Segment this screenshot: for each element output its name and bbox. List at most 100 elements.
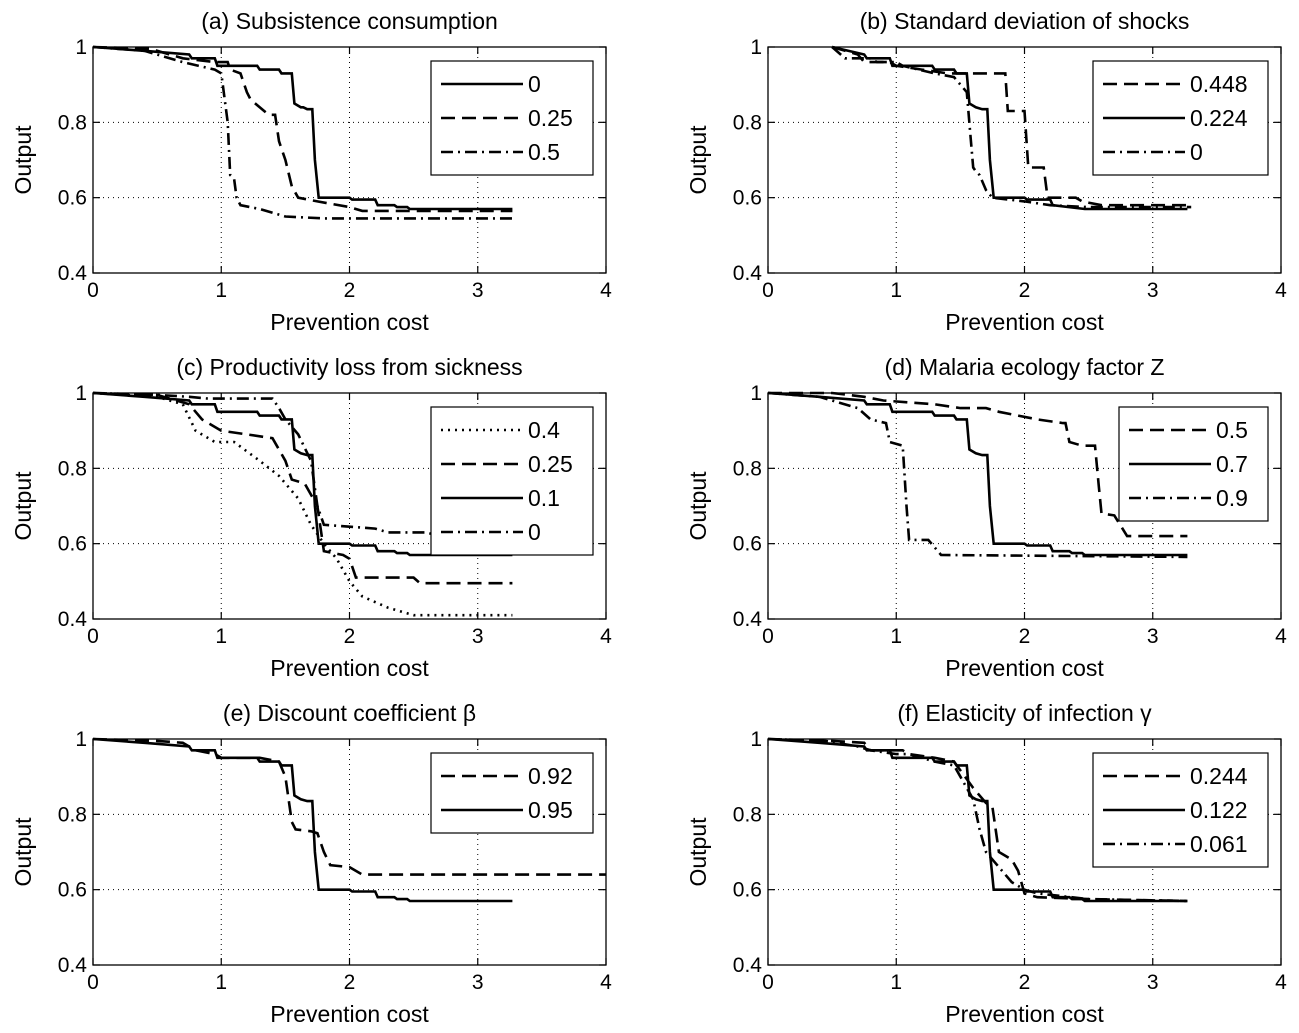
chart-title: (b) Standard deviation of shocks [860, 8, 1190, 34]
legend: 0.448 0.224 0 [1092, 60, 1269, 176]
legend-label: 0 [1190, 139, 1203, 165]
series-line-1 [768, 391, 1188, 557]
y-tick-label: 0.8 [58, 803, 87, 826]
legend-label: 0.9 [1216, 485, 1248, 511]
x-axis-label: Prevention cost [945, 655, 1104, 681]
legend-label: 0.448 [1190, 71, 1248, 97]
series-line-1 [768, 737, 1188, 903]
x-tick-label: 0 [762, 625, 774, 648]
y-tick-label: 0.4 [733, 954, 763, 977]
legend-label: 0.4 [528, 417, 560, 443]
x-tick-label: 1 [890, 279, 902, 302]
x-axis-label: Prevention cost [945, 1001, 1104, 1027]
y-tick-label: 0.4 [733, 262, 763, 285]
x-tick-label: 2 [1019, 625, 1031, 648]
x-tick-label: 1 [215, 279, 227, 302]
legend-label: 0.92 [528, 763, 573, 789]
series-line-2 [768, 737, 1188, 903]
series-line-0 [831, 45, 1192, 207]
chart-title: (f) Elasticity of infection γ [897, 700, 1152, 726]
legend: 0.244 0.122 0.061 [1092, 752, 1269, 868]
x-tick-label: 0 [762, 971, 774, 994]
legend: 0.5 0.7 0.9 [1118, 406, 1269, 522]
legend-box [430, 406, 594, 556]
x-tick-label: 2 [344, 279, 356, 302]
legend: 0.4 0.25 0.1 0 [430, 406, 594, 556]
legend-label: 0.061 [1190, 831, 1248, 857]
x-tick-label: 4 [600, 279, 612, 302]
y-tick-label: 0.6 [733, 187, 762, 210]
y-tick-label: 1 [750, 382, 762, 405]
chart-panel-e: 0 1 2 3 4 0.4 0.6 0.8 1 (e) Discount coefficient … [10, 700, 612, 1027]
x-tick-label: 3 [1147, 625, 1159, 648]
y-tick-label: 0.6 [733, 533, 762, 556]
y-axis-label: Output [10, 125, 36, 195]
y-axis-label: Output [10, 817, 36, 887]
series-line-2 [831, 46, 1192, 209]
x-tick-label: 3 [472, 971, 484, 994]
chart-title: (e) Discount coefficient β [223, 700, 476, 726]
chart-panel-d: 0 1 2 3 4 0.4 0.6 0.8 1 (d) Malaria ecology facto… [685, 354, 1287, 681]
x-tick-label: 1 [215, 971, 227, 994]
y-tick-label: 0.8 [58, 111, 87, 134]
legend-label: 0.5 [528, 139, 560, 165]
x-tick-label: 0 [87, 625, 99, 648]
x-tick-label: 4 [600, 971, 612, 994]
legend-label: 0.7 [1216, 451, 1248, 477]
x-tick-label: 2 [1019, 279, 1031, 302]
legend-label: 0.5 [1216, 417, 1248, 443]
chart-title: (a) Subsistence consumption [201, 8, 498, 34]
y-tick-label: 1 [75, 36, 87, 59]
y-tick-label: 0.6 [58, 187, 87, 210]
y-tick-label: 0.4 [58, 954, 88, 977]
x-tick-label: 1 [890, 971, 902, 994]
x-tick-label: 4 [1275, 625, 1287, 648]
legend-box [430, 752, 594, 834]
x-tick-label: 1 [215, 625, 227, 648]
legend-label: 0.1 [528, 485, 560, 511]
x-tick-label: 4 [1275, 971, 1287, 994]
series-line-0 [93, 45, 513, 211]
x-tick-label: 1 [890, 625, 902, 648]
legend-label: 0.224 [1190, 105, 1248, 131]
chart-title: (c) Productivity loss from sickness [176, 354, 522, 380]
series-line-0 [768, 391, 1188, 538]
y-tick-label: 0.6 [58, 533, 87, 556]
series-line-1 [831, 45, 1188, 211]
x-axis-label: Prevention cost [270, 309, 429, 335]
y-tick-label: 1 [750, 36, 762, 59]
y-tick-label: 1 [75, 382, 87, 405]
y-tick-label: 0.8 [733, 111, 762, 134]
x-tick-label: 2 [344, 971, 356, 994]
y-axis-label: Output [685, 471, 711, 541]
y-tick-label: 0.4 [58, 608, 88, 631]
x-tick-label: 3 [1147, 971, 1159, 994]
x-tick-label: 2 [344, 625, 356, 648]
chart-title: (d) Malaria ecology factor Z [885, 354, 1165, 380]
legend-label: 0.95 [528, 797, 573, 823]
x-tick-label: 2 [1019, 971, 1031, 994]
series-line-0 [93, 737, 606, 876]
x-axis-label: Prevention cost [270, 1001, 429, 1027]
x-tick-label: 4 [600, 625, 612, 648]
x-tick-label: 4 [1275, 279, 1287, 302]
x-tick-label: 0 [762, 279, 774, 302]
legend: 0 0.25 0.5 [430, 60, 594, 176]
legend: 0.92 0.95 [430, 752, 594, 834]
x-tick-label: 3 [472, 279, 484, 302]
chart-panel-a: 0 1 2 3 4 0.4 0.6 0.8 1 (a) Subsistence consumpti… [10, 8, 612, 335]
y-tick-label: 0.4 [58, 262, 88, 285]
x-axis-label: Prevention cost [945, 309, 1104, 335]
series-line-1 [93, 45, 513, 213]
legend-label: 0.244 [1190, 763, 1248, 789]
legend-label: 0.25 [528, 451, 573, 477]
legend-label: 0.25 [528, 105, 573, 131]
y-tick-label: 0.4 [733, 608, 763, 631]
legend-label: 0 [528, 71, 541, 97]
y-tick-label: 0.8 [58, 457, 87, 480]
series-line-1 [93, 391, 513, 585]
x-tick-label: 0 [87, 279, 99, 302]
series-line-2 [93, 45, 513, 220]
y-tick-label: 0.8 [733, 457, 762, 480]
